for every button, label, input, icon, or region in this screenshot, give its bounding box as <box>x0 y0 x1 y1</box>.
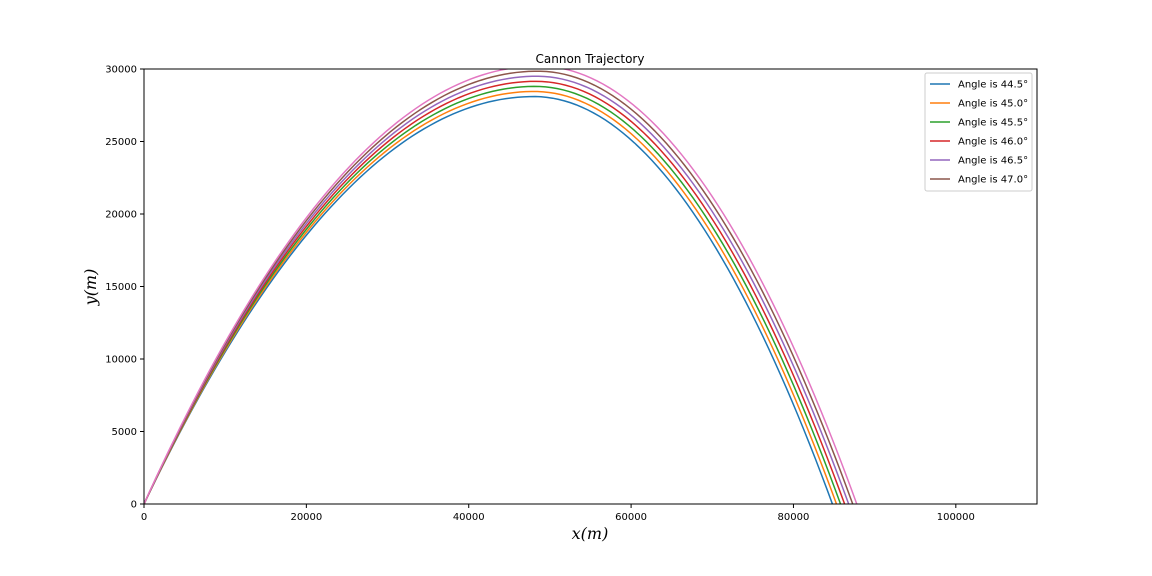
series-line-2 <box>144 90 838 504</box>
legend-label: Angle is 47.0° <box>958 175 1028 186</box>
x-tick-label: 60000 <box>615 512 647 523</box>
series-line-5 <box>144 75 850 504</box>
y-tick-label: 15000 <box>105 282 137 293</box>
y-tick-label: 5000 <box>112 427 137 438</box>
x-tick-label: 40000 <box>453 512 485 523</box>
legend-label: Angle is 44.5° <box>958 80 1028 91</box>
legend-label: Angle is 45.5° <box>958 118 1028 129</box>
x-tick-label: 20000 <box>290 512 322 523</box>
x-tick-label: 80000 <box>778 512 810 523</box>
series-line-1 <box>144 95 834 504</box>
plot-frame <box>143 68 1038 505</box>
series-line-4 <box>144 80 846 504</box>
series-line-3 <box>144 85 842 504</box>
chart-title: Cannon Trajectory <box>536 52 645 66</box>
y-tick-label: 25000 <box>105 137 137 148</box>
y-tick-label: 20000 <box>105 210 137 221</box>
x-tick-label: 100000 <box>937 512 975 523</box>
y-tick-label: 10000 <box>105 355 137 366</box>
x-tick-label: 0 <box>141 512 147 523</box>
legend: Angle is 44.5° Angle is 45.0° Angle is 45.… <box>924 72 1033 192</box>
y-tick-label: 0 <box>131 500 137 511</box>
y-tick-label: 30000 <box>105 65 137 76</box>
series-line-6 <box>144 70 854 504</box>
legend-label: Angle is 46.5° <box>958 156 1028 167</box>
x-axis-ticks: 0 20000 40000 60000 80000 100000 <box>141 504 975 523</box>
plot-lines <box>144 69 858 504</box>
legend-label: Angle is 45.0° <box>958 99 1028 110</box>
legend-box <box>924 72 1033 192</box>
y-axis-label: y(m) <box>81 269 100 307</box>
series-line-7 <box>144 69 858 504</box>
y-axis-ticks: 0 5000 10000 15000 20000 25000 30000 <box>105 65 144 511</box>
legend-label: Angle is 46.0° <box>958 137 1028 148</box>
x-axis-label: x(m) <box>572 524 609 543</box>
